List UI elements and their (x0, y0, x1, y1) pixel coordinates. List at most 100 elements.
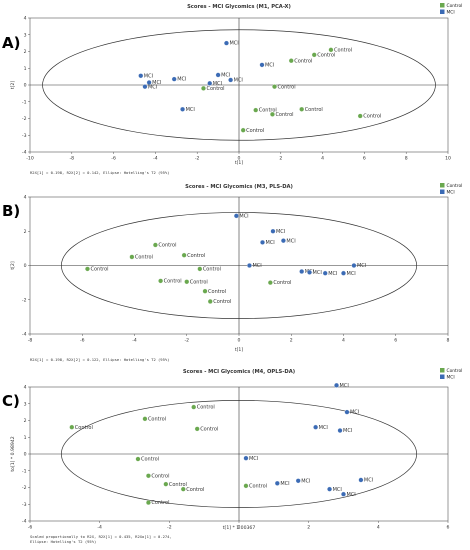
x-tick-label: -2 (195, 156, 200, 162)
x-tick-label: 8 (405, 156, 408, 162)
point-label: Control (275, 112, 293, 118)
point-mci (322, 270, 328, 276)
x-tick-label: -4 (97, 525, 102, 531)
y-tick-label: 0 (24, 263, 27, 269)
point-mci (215, 72, 221, 78)
point-control (299, 106, 305, 112)
point-mci (233, 213, 239, 219)
point-label: MCI (239, 213, 248, 219)
point-label: MCI (313, 270, 322, 276)
point-mci (260, 239, 265, 245)
point-mci (344, 409, 350, 415)
point-mci (142, 84, 148, 90)
x-tick-label: -8 (28, 338, 33, 344)
point-label: MCI (221, 73, 230, 79)
y-axis-label: to[1] * 0.98942 (10, 436, 16, 471)
point-control (181, 252, 187, 258)
point-label: Control (363, 114, 381, 120)
point-label: Control (203, 267, 221, 273)
legend-label-mci: MCI (447, 10, 455, 16)
point-label: MCI (343, 428, 352, 434)
y-tick-label: 3 (24, 401, 27, 407)
point-mci (171, 76, 177, 82)
footer-note: Ellipse: Hotelling's T2 (95%) (30, 539, 96, 544)
point-mci (146, 80, 152, 85)
point-label: Control (213, 299, 231, 305)
series-control: ControlControlControlControlControlContr… (69, 404, 267, 506)
point-label: Control (158, 243, 176, 249)
point-control (194, 426, 200, 432)
y-tick-label: 0 (24, 452, 27, 458)
panel-letter: A) (2, 34, 20, 52)
point-control (311, 52, 317, 58)
point-label: Control (200, 426, 218, 432)
point-label: Control (151, 500, 169, 506)
point-mci (313, 424, 319, 430)
point-control (243, 483, 249, 489)
x-axis-label: t[1] * 1.00367 (223, 525, 256, 531)
point-mci (307, 269, 312, 275)
point-label: Control (190, 279, 208, 285)
point-label: Control (75, 425, 93, 431)
point-label: Control (259, 108, 277, 114)
y-tick-label: 2 (24, 229, 27, 235)
point-mci (207, 80, 213, 86)
hotelling-ellipse (42, 29, 436, 141)
y-tick-label: -3 (22, 133, 27, 139)
point-control (253, 107, 259, 113)
point-label: MCI (286, 238, 295, 244)
y-tick-label: 0 (24, 83, 27, 89)
point-control (145, 473, 151, 479)
point-control (357, 113, 363, 119)
y-tick-label: 3 (24, 32, 27, 38)
point-label: Control (273, 280, 291, 286)
point-control (288, 58, 294, 64)
point-label: MCI (276, 229, 285, 235)
legend-swatch-mci (440, 9, 445, 14)
series-mci: MCI MCI MCI MCI MCI MCI MCI MCI MCI MCI (243, 382, 373, 498)
x-tick-label: 0 (238, 156, 241, 162)
point-label: MCI (347, 492, 356, 498)
point-label: Control (317, 52, 335, 58)
point-control (328, 47, 334, 53)
x-tick-label: -2 (184, 338, 189, 344)
point-label: MCI (357, 263, 366, 269)
point-label: Control (294, 58, 312, 64)
point-mci (270, 228, 276, 234)
legend-swatch-control (440, 368, 445, 373)
point-mci (138, 73, 144, 79)
point-mci (224, 40, 229, 46)
y-tick-label: 2 (24, 49, 27, 55)
point-label: MCI (249, 456, 258, 462)
y-tick-label: -4 (22, 332, 27, 338)
panel-2: Scores - MCI Glycomics (M3, PLS-DA) Contr… (2, 183, 462, 362)
point-label: Control (186, 487, 204, 493)
y-tick-label: -4 (22, 519, 27, 525)
point-mci (341, 491, 346, 497)
point-label: MCI (152, 80, 161, 86)
point-mci (334, 382, 339, 388)
point-control (240, 127, 246, 133)
x-tick-label: 10 (445, 156, 451, 162)
x-tick-label: -8 (70, 156, 75, 162)
point-label: MCI (266, 240, 275, 246)
y-tick-label: 4 (24, 385, 27, 391)
x-tick-label: 0 (238, 525, 241, 531)
point-mci (295, 478, 301, 484)
point-mci (299, 269, 305, 274)
point-label: Control (187, 253, 205, 259)
point-mci (228, 77, 234, 83)
point-label: Control (334, 47, 352, 53)
x-tick-label: -4 (132, 338, 137, 344)
point-control (163, 481, 169, 487)
point-mci (280, 238, 286, 244)
point-label: MCI (213, 81, 222, 87)
point-control (158, 278, 164, 284)
chart-title: Scores - MCI Glycomics (M1, PCA-X) (187, 4, 291, 10)
point-label: MCI (252, 263, 261, 269)
chart-title: Scores - MCI Glycomics (M3, PLS-DA) (185, 184, 293, 190)
point-label: Control (141, 457, 159, 463)
series-control: ControlControlControlControlControlContr… (201, 47, 381, 134)
